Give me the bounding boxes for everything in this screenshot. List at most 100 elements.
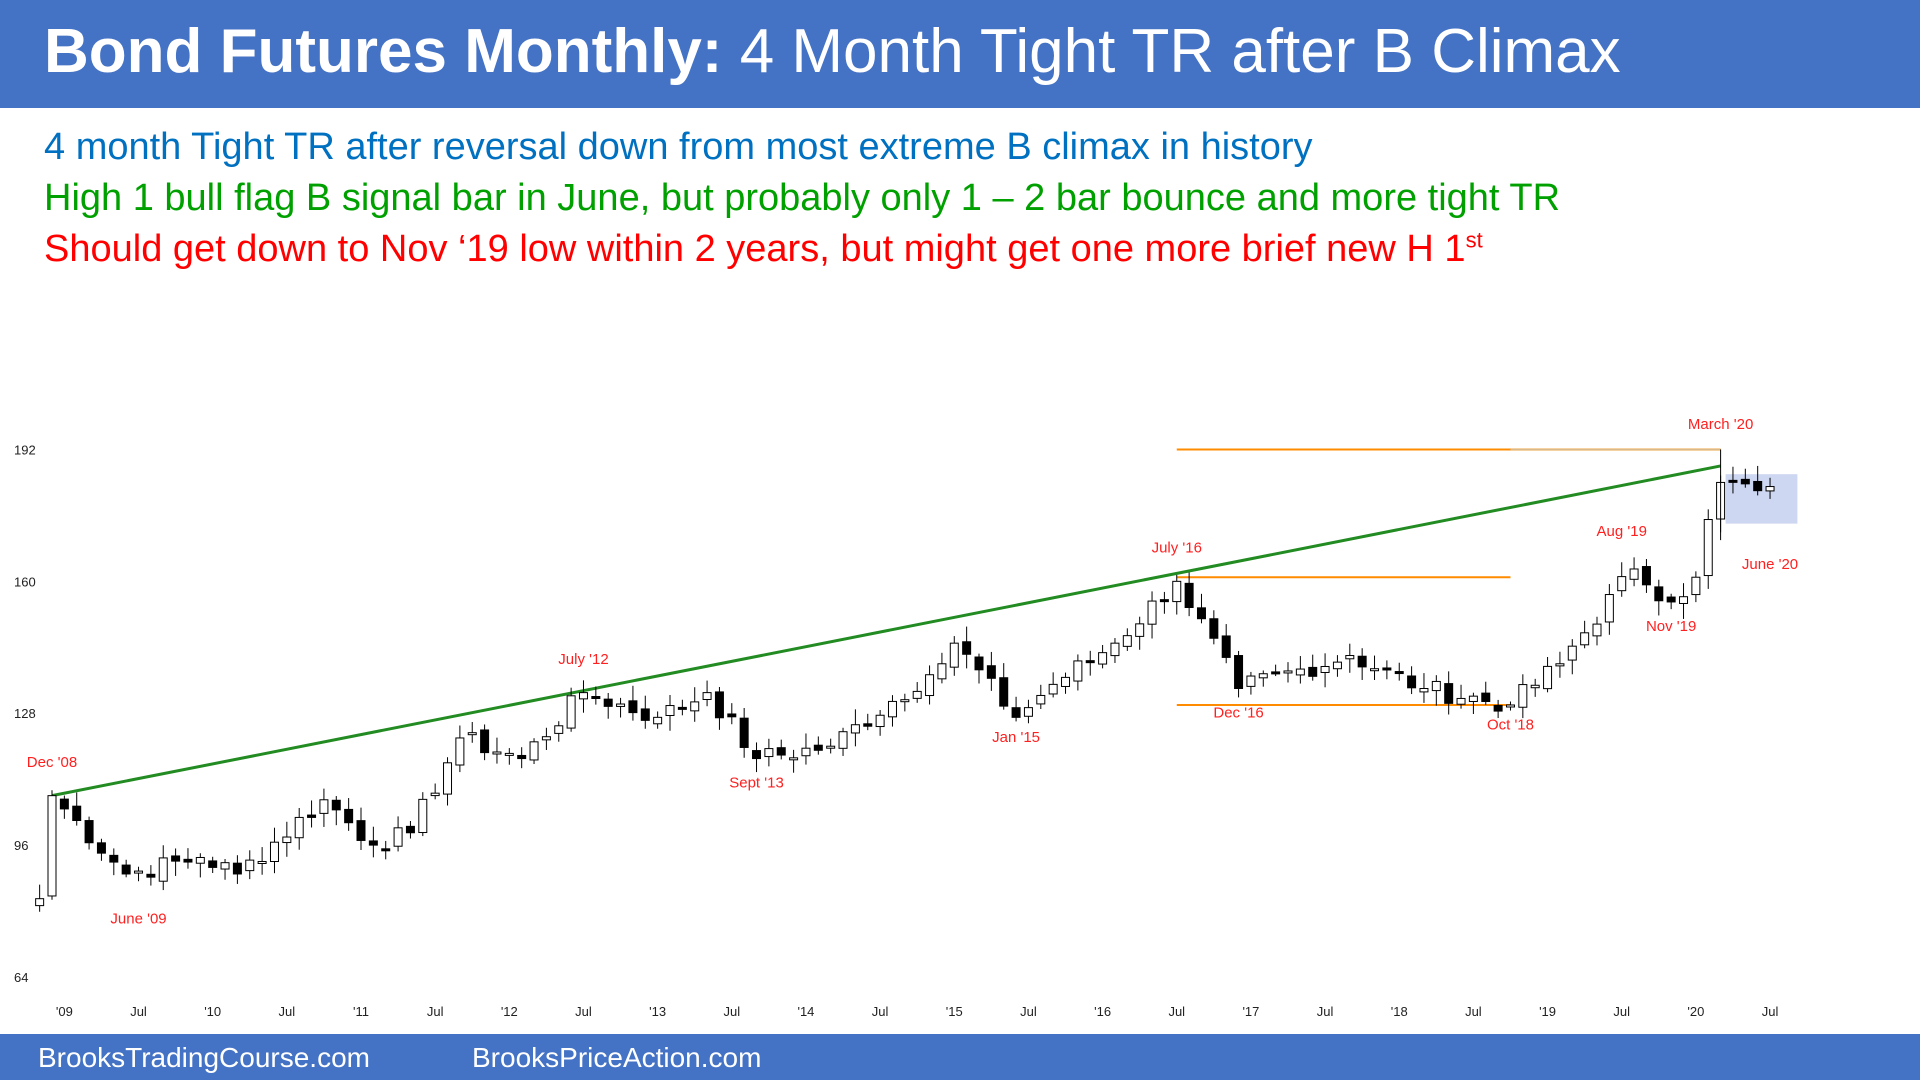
x-tick-label: Jul (723, 1004, 740, 1019)
bull-candle (801, 747, 811, 757)
bear-candle (72, 805, 82, 822)
bear-candle (121, 864, 131, 875)
price-chart: 64 96 128 160 192 '09 Jul '10 Jul '11 Jul '12 Jul '13… (14, 416, 1798, 1019)
bull-candle (1061, 676, 1071, 687)
bear-candle (986, 665, 996, 679)
bear-candle (813, 744, 823, 751)
bear-candle (84, 820, 94, 844)
bear-candle (59, 798, 69, 810)
bull-candle (764, 748, 774, 758)
bull-candle (455, 737, 465, 766)
bull-candle (566, 695, 576, 729)
bull-trendline (51, 464, 1721, 798)
title-bar (0, 0, 1920, 108)
chart-annotation: Jan '15 (992, 729, 1040, 746)
bear-candle (1382, 667, 1392, 671)
bull-candle (1604, 594, 1614, 623)
title-rest: 4 Month Tight TR after B Climax (722, 17, 1621, 86)
chart-annotation: Nov '19 (1646, 618, 1696, 635)
bull-candle (789, 757, 799, 761)
chart-annotation: March '20 (1688, 416, 1753, 433)
bull-candle (875, 714, 885, 728)
bull-candle (1530, 684, 1540, 689)
bull-candle (1073, 660, 1083, 682)
x-tick-label: '15 (946, 1004, 963, 1019)
bull-candle (1703, 519, 1713, 577)
bear-candle (1234, 655, 1244, 690)
note-line-3-text: Should get down to Nov ‘19 low within 2 … (44, 228, 1466, 270)
bear-candle (356, 820, 366, 841)
note-line-1: 4 month Tight TR after reversal down fro… (44, 126, 1313, 168)
bull-candle (1580, 632, 1590, 646)
bear-candle (183, 858, 193, 863)
bull-candle (1036, 694, 1046, 705)
bull-candle (690, 701, 700, 712)
x-tick-label: '11 (353, 1004, 369, 1019)
chart-annotation: Aug '19 (1597, 523, 1647, 540)
bull-candle (195, 856, 205, 864)
bear-candle (1444, 683, 1454, 704)
bear-candle (863, 723, 873, 727)
bull-candle (1592, 623, 1602, 637)
x-tick-label: '17 (1242, 1004, 1259, 1019)
x-tick-label: '20 (1687, 1004, 1704, 1019)
x-tick-label: '16 (1094, 1004, 1111, 1019)
bull-candle (1691, 576, 1701, 596)
bear-candle (714, 691, 724, 719)
bull-candle (1518, 684, 1528, 708)
bear-candle (603, 698, 613, 707)
y-tick-label: 128 (14, 706, 36, 721)
bear-candle (331, 799, 341, 811)
bull-candle (702, 692, 712, 701)
y-tick-label: 96 (14, 838, 28, 853)
bull-candle (1456, 697, 1466, 705)
bull-candle (838, 731, 848, 749)
bull-candle (850, 724, 860, 734)
bear-candle (1493, 704, 1503, 712)
bull-candle (158, 857, 168, 882)
bear-candle (1085, 660, 1095, 664)
y-tick-label: 192 (14, 442, 36, 457)
bull-candle (1332, 661, 1342, 670)
bull-candle (1122, 635, 1132, 647)
bear-candle (1407, 675, 1417, 689)
x-tick-label: Jul (1762, 1004, 1779, 1019)
footer-link-brookstradingcourse[interactable]: BrooksTradingCourse.com (38, 1042, 370, 1073)
bull-candle (1543, 665, 1553, 690)
bear-candle (1481, 692, 1491, 702)
bull-candle (1283, 670, 1293, 674)
bull-candle (1110, 642, 1120, 657)
bull-candle (887, 700, 897, 718)
bull-candle (257, 860, 267, 864)
bear-candle (208, 860, 218, 868)
bull-candle (35, 898, 45, 907)
bull-candle (294, 816, 304, 839)
bull-candle (1023, 707, 1033, 717)
bear-candle (1728, 479, 1738, 483)
x-tick-label: Jul (1168, 1004, 1185, 1019)
bear-candle (146, 873, 156, 878)
y-tick-label: 64 (14, 970, 28, 985)
x-tick-label: Jul (872, 1004, 889, 1019)
bear-candle (1209, 618, 1219, 639)
bear-candle (591, 696, 601, 700)
bear-candle (109, 854, 119, 863)
bull-candle (47, 795, 57, 897)
bull-candle (282, 836, 292, 844)
bear-candle (1011, 707, 1021, 718)
x-tick-label: '19 (1539, 1004, 1556, 1019)
bull-candle (826, 745, 836, 749)
bear-candle (1740, 478, 1750, 485)
bull-candle (1258, 673, 1268, 679)
x-tick-label: Jul (1465, 1004, 1482, 1019)
x-tick-label: Jul (427, 1004, 444, 1019)
bear-candle (1357, 655, 1367, 668)
bear-candle (405, 825, 415, 834)
chart-annotation: Oct '18 (1487, 717, 1534, 734)
bull-candle (1505, 704, 1515, 708)
bear-candle (171, 855, 181, 862)
bull-candle (492, 751, 502, 755)
bear-candle (1666, 596, 1676, 603)
bull-candle (504, 752, 514, 756)
footer-link-brookspriceaction[interactable]: BrooksPriceAction.com (472, 1042, 762, 1073)
